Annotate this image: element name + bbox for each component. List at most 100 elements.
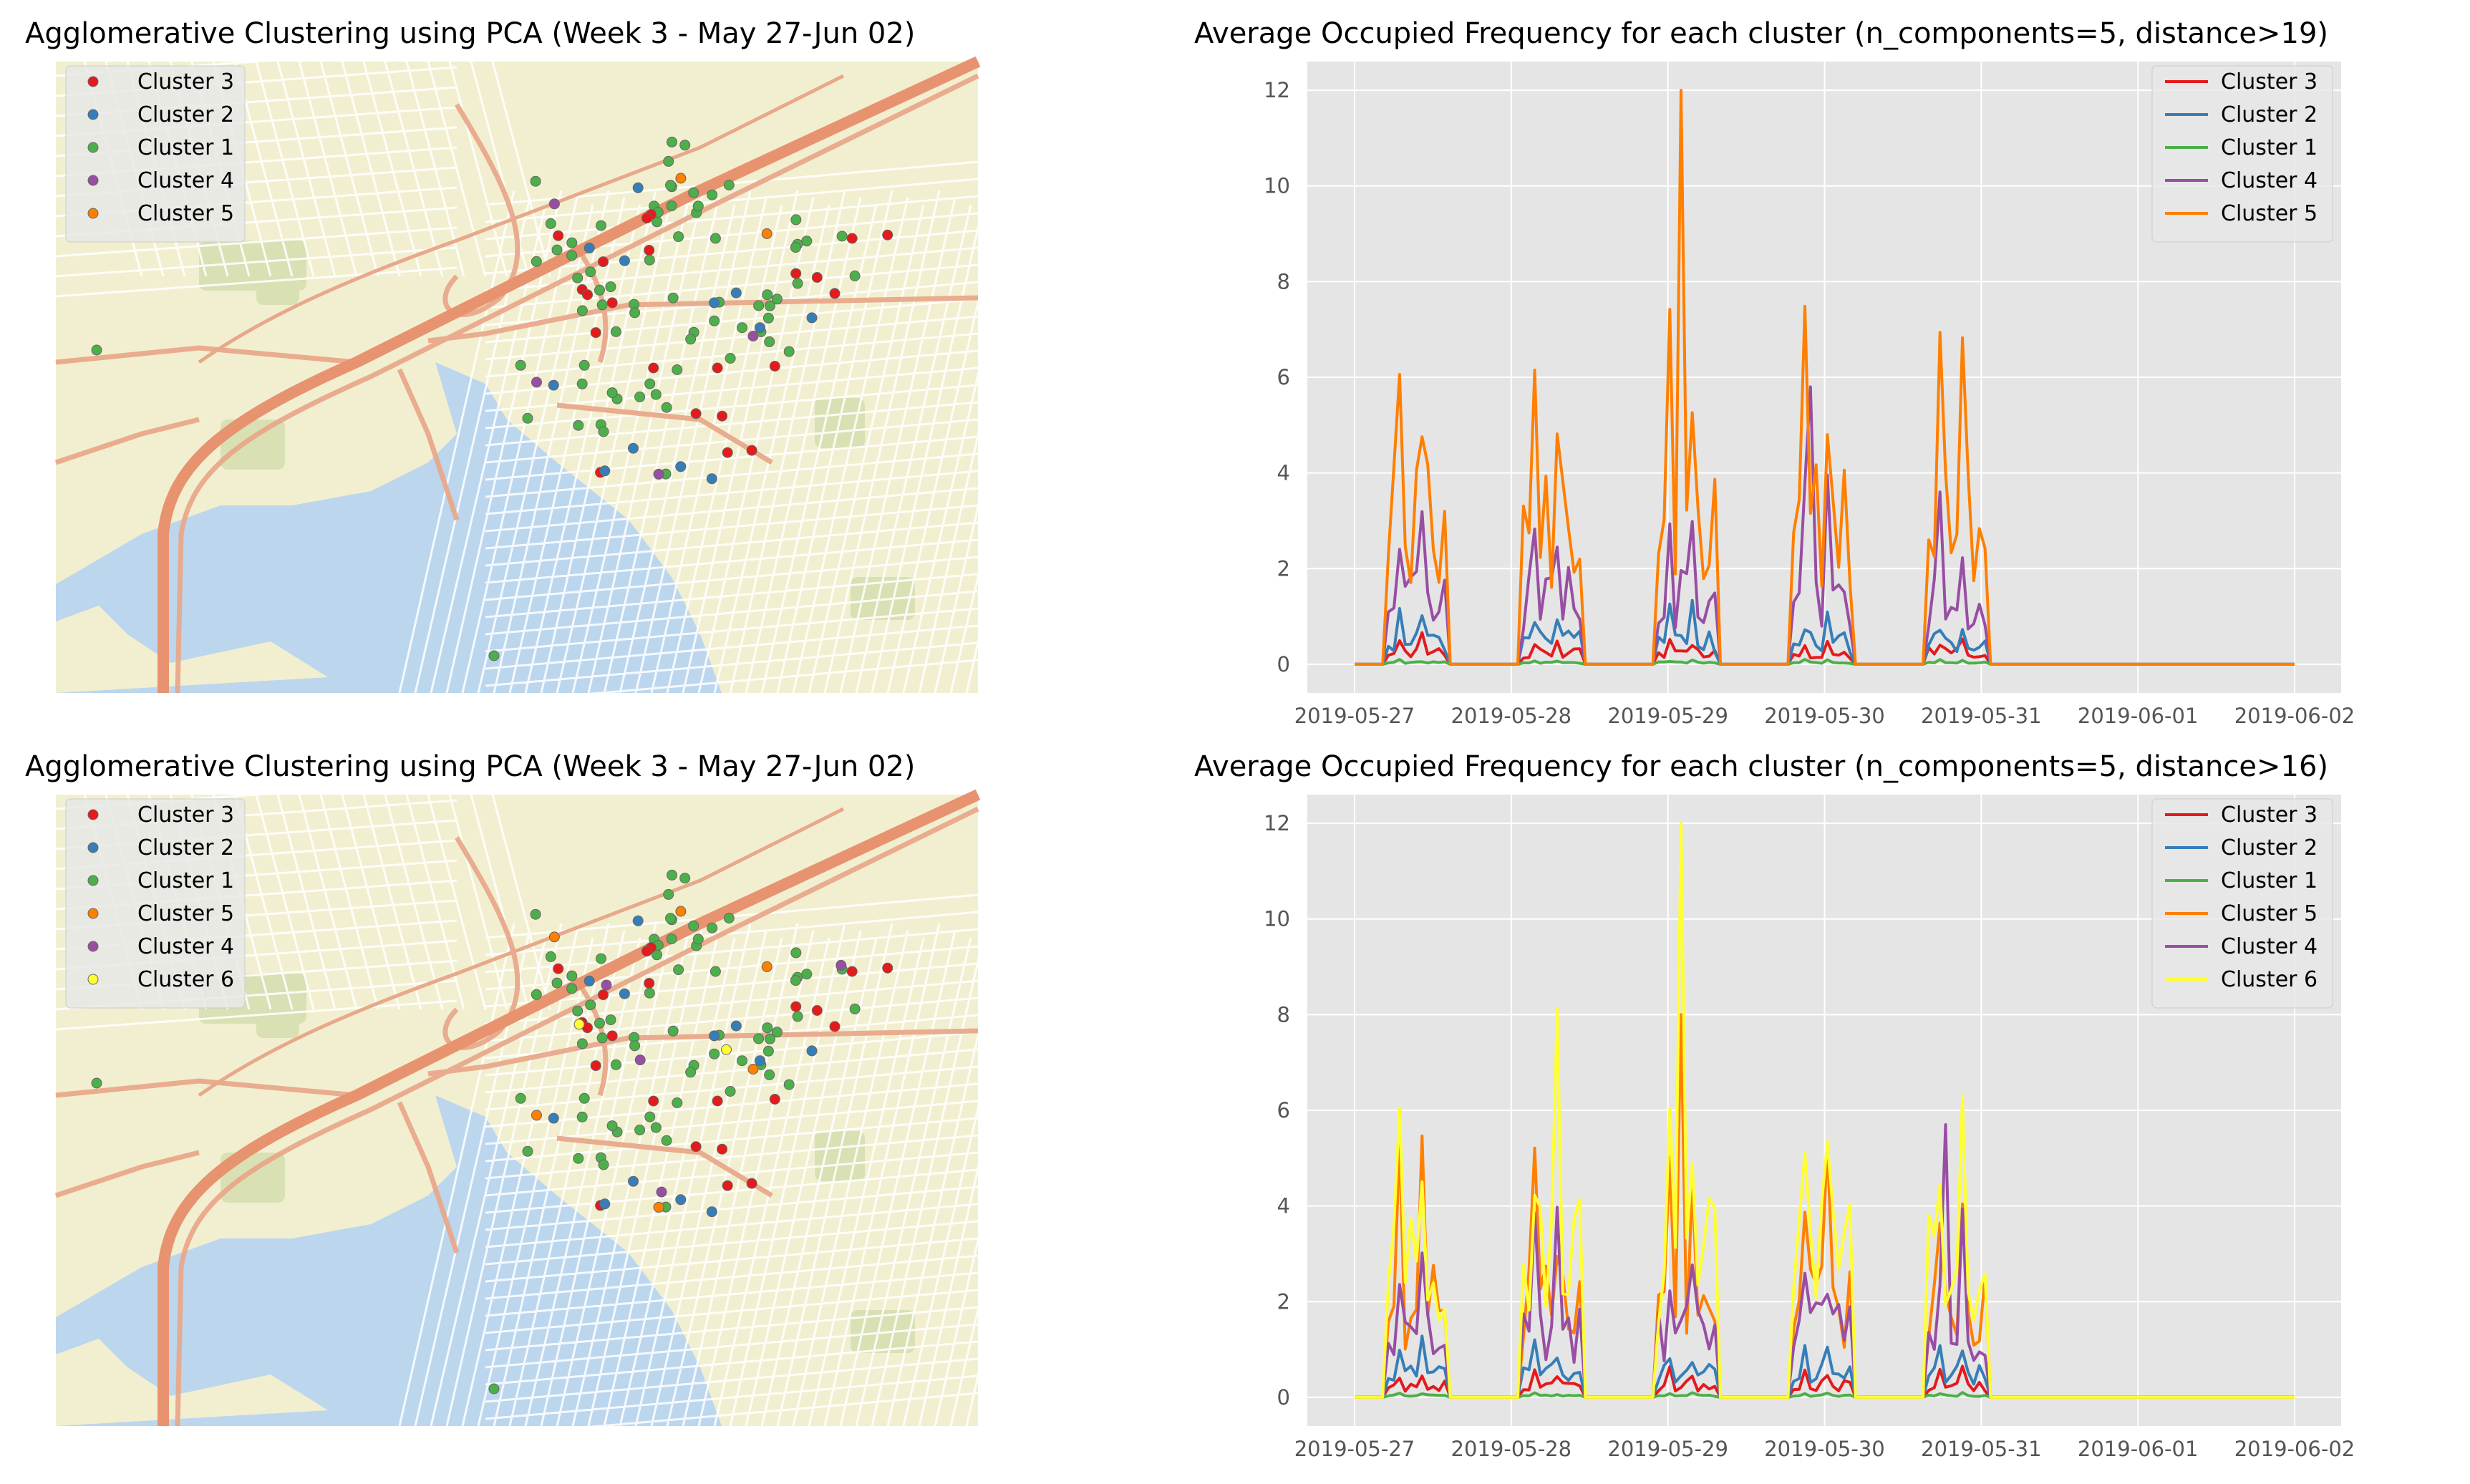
cluster-map-week3-a: Agglomerative Clustering using PCA (Week… xyxy=(25,17,1224,704)
legend-marker xyxy=(87,842,99,853)
map-point-cluster-1 xyxy=(531,256,542,267)
map-point-cluster-3 xyxy=(829,1021,841,1032)
map-point-cluster-1 xyxy=(596,220,606,231)
legend-label: Cluster 4 xyxy=(137,168,234,193)
map-point-cluster-2 xyxy=(806,1045,818,1057)
map-point-cluster-1 xyxy=(762,1045,774,1057)
legend-label: Cluster 1 xyxy=(137,868,234,893)
map-point-cluster-3 xyxy=(712,362,723,374)
map-point-cluster-1 xyxy=(530,908,541,920)
legend-marker xyxy=(87,809,99,820)
occupancy-line-chart-a: Average Occupied Frequency for each clus… xyxy=(1194,17,2355,728)
map-point-cluster-1 xyxy=(663,155,674,167)
map-point-cluster-1 xyxy=(531,989,542,1000)
map-point-cluster-1 xyxy=(685,334,697,345)
map-point-cluster-1 xyxy=(576,378,588,389)
map-point-cluster-1 xyxy=(725,1086,736,1097)
legend-marker xyxy=(87,908,99,919)
map-highway-ramp xyxy=(198,74,845,364)
map-point-cluster-3 xyxy=(769,1094,780,1105)
map-point-cluster-1 xyxy=(644,378,656,389)
map-point-cluster-1 xyxy=(667,1025,679,1037)
map-point-cluster-1 xyxy=(634,391,646,402)
map-point-cluster-1 xyxy=(707,189,718,200)
map-park xyxy=(851,577,915,620)
map-point-cluster-2 xyxy=(755,322,765,334)
x-tick-label: 2019-06-01 xyxy=(2078,1437,2199,1461)
map-point-cluster-3 xyxy=(648,362,659,374)
map-point-cluster-1 xyxy=(605,1014,616,1026)
map-point-cluster-1 xyxy=(737,1055,747,1067)
map-point-cluster-1 xyxy=(753,300,765,311)
map-point-cluster-1 xyxy=(596,953,606,964)
map-point-cluster-5 xyxy=(761,961,773,972)
map-point-cluster-1 xyxy=(692,200,704,212)
legend-marker xyxy=(87,175,99,186)
map-point-cluster-3 xyxy=(790,268,802,279)
map-point-cluster-3 xyxy=(553,230,564,241)
map-point-cluster-2 xyxy=(619,255,630,266)
y-tick-label: 2 xyxy=(1277,1289,1290,1314)
map-freeway xyxy=(158,56,981,693)
map-point-cluster-3 xyxy=(811,1005,823,1016)
map-point-cluster-1 xyxy=(801,236,813,247)
map-point-cluster-1 xyxy=(665,180,676,191)
map-point-cluster-1 xyxy=(644,987,655,999)
map-point-cluster-1 xyxy=(792,1011,803,1022)
map-point-cluster-1 xyxy=(545,218,556,229)
map-point-cluster-5 xyxy=(761,228,773,239)
map-point-cluster-1 xyxy=(666,200,677,212)
occupancy-line-chart-b: Average Occupied Frequency for each clus… xyxy=(1194,750,2355,1461)
series-line-cluster-6 xyxy=(1355,822,2295,1399)
legend-label: Cluster 4 xyxy=(2221,934,2318,959)
map-point-cluster-1 xyxy=(685,1067,697,1078)
map-point-cluster-3 xyxy=(553,963,564,974)
y-tick-label: 12 xyxy=(1264,811,1290,835)
map-point-cluster-1 xyxy=(771,294,783,305)
y-tick-label: 8 xyxy=(1277,269,1290,294)
map-highway-ramp xyxy=(198,807,845,1097)
x-tick-label: 2019-05-27 xyxy=(1294,704,1415,728)
map-point-cluster-1 xyxy=(598,1159,609,1170)
map-point-cluster-3 xyxy=(598,989,609,1001)
map-point-cluster-1 xyxy=(737,322,747,334)
map-point-cluster-1 xyxy=(578,359,590,371)
map-point-cluster-1 xyxy=(692,933,704,945)
legend-marker xyxy=(87,941,99,952)
map-point-cluster-1 xyxy=(606,387,618,399)
map-point-cluster-3 xyxy=(846,233,858,244)
map-park xyxy=(851,1310,915,1353)
map-point-cluster-4 xyxy=(601,979,612,991)
map-point-cluster-1 xyxy=(610,1059,621,1070)
map-point-cluster-1 xyxy=(551,244,563,256)
map-point-cluster-1 xyxy=(753,1033,765,1044)
map-point-cluster-2 xyxy=(599,465,611,477)
map-point-cluster-1 xyxy=(515,359,526,371)
y-tick-label: 12 xyxy=(1264,78,1290,102)
map-point-cluster-1 xyxy=(573,1153,584,1164)
map-point-cluster-1 xyxy=(707,922,718,933)
map-point-cluster-3 xyxy=(746,445,757,456)
map-point-cluster-2 xyxy=(755,1055,765,1067)
map-point-cluster-4 xyxy=(634,1054,646,1066)
legend-label: Cluster 6 xyxy=(2221,967,2318,992)
map-point-cluster-1 xyxy=(801,969,813,980)
map-point-cluster-3 xyxy=(746,1178,757,1189)
map-point-cluster-3 xyxy=(712,1095,723,1107)
x-tick-label: 2019-05-30 xyxy=(1764,704,1885,728)
map-point-cluster-3 xyxy=(644,245,655,256)
map-point-cluster-2 xyxy=(628,442,639,454)
map-point-cluster-1 xyxy=(725,353,736,364)
map-point-cluster-1 xyxy=(91,344,102,356)
map-streets xyxy=(55,46,1224,704)
map-point-cluster-1 xyxy=(764,336,775,347)
map-point-cluster-5 xyxy=(548,931,560,943)
map-point-cluster-1 xyxy=(673,231,684,243)
map-point-cluster-3 xyxy=(582,289,593,301)
map-point-cluster-2 xyxy=(619,988,630,999)
x-tick-label: 2019-05-27 xyxy=(1294,1437,1415,1461)
map-point-cluster-3 xyxy=(590,327,601,339)
map-point-cluster-3 xyxy=(606,297,618,309)
map-point-cluster-3 xyxy=(606,1030,618,1042)
map-point-cluster-4 xyxy=(747,331,759,341)
